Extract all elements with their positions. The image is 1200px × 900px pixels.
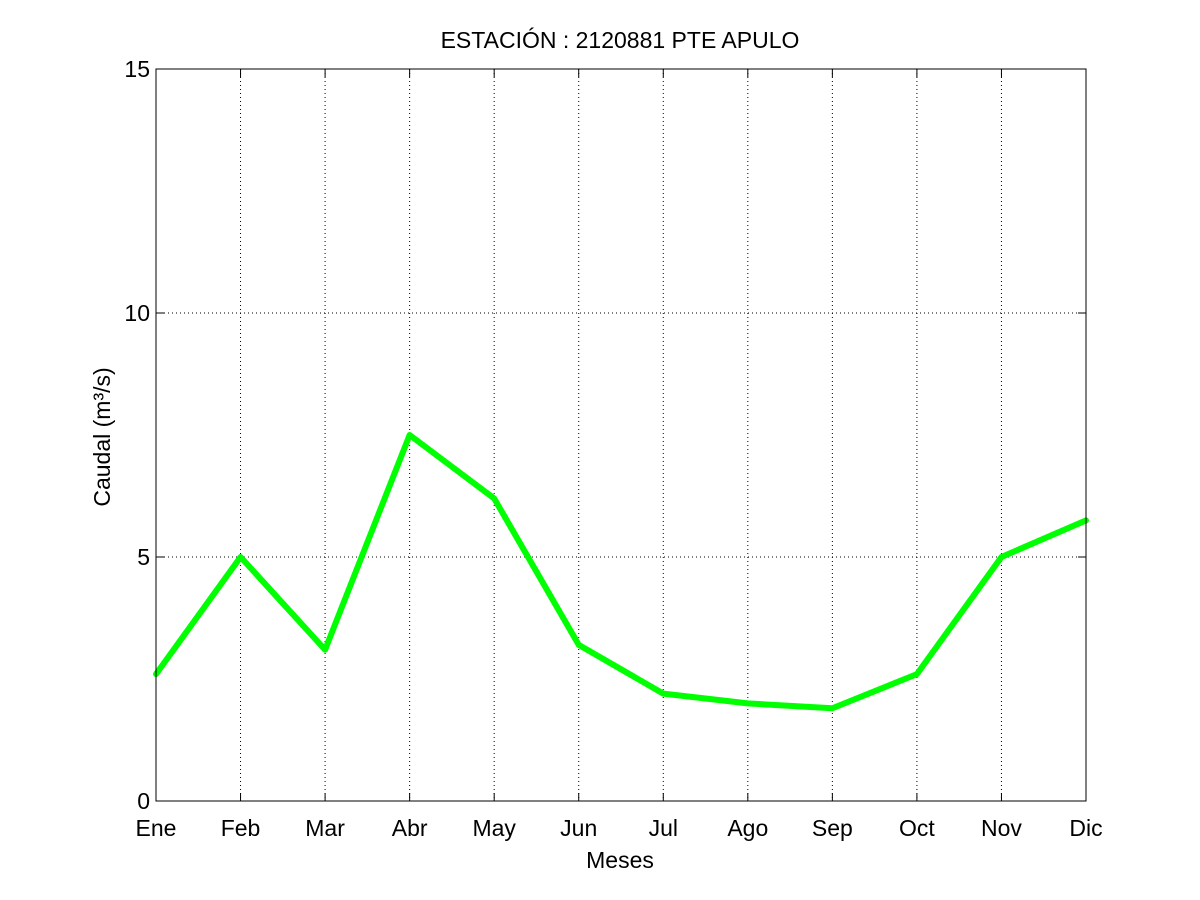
y-axis-label: Caudal (m³/s) (89, 367, 115, 506)
x-tick-label: Jul (649, 815, 678, 841)
y-tick-label: 10 (124, 300, 150, 326)
x-tick-label: Feb (221, 815, 261, 841)
grid-lines (156, 69, 1086, 801)
x-tick-label: Dic (1069, 815, 1102, 841)
x-tick-label: Oct (899, 815, 935, 841)
x-tick-label: Sep (812, 815, 853, 841)
x-tick-label: Ago (727, 815, 768, 841)
y-tick-label: 5 (137, 544, 150, 570)
x-tick-label: Ene (136, 815, 177, 841)
x-axis-label: Meses (586, 847, 654, 873)
x-tick-label: Abr (392, 815, 428, 841)
y-tick-label: 0 (137, 788, 150, 814)
x-tick-label: Mar (305, 815, 345, 841)
plot-frame (155, 68, 1087, 802)
axis-ticks (155, 68, 1087, 802)
y-tick-labels: 0 5 10 15 (124, 56, 150, 814)
chart-title: ESTACIÓN : 2120881 PTE APULO (441, 27, 800, 53)
y-tick-label: 15 (124, 56, 150, 82)
x-tick-label: Nov (981, 815, 1022, 841)
x-tick-label: Jun (560, 815, 597, 841)
series-line-caudal (153, 432, 1089, 712)
x-tick-label: May (472, 815, 516, 841)
x-tick-labels: Ene Feb Mar Abr May Jun Jul Ago Sep Oct Nov Dic (136, 815, 1103, 841)
